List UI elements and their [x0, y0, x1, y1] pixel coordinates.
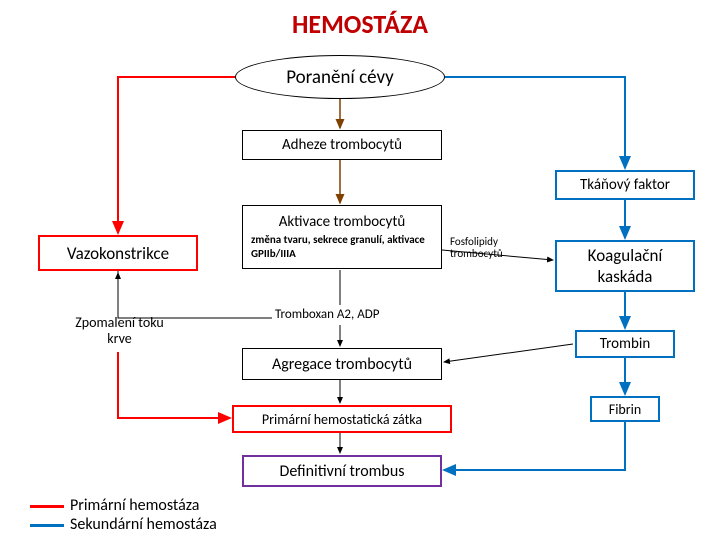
title-text: HEMOSTÁZA: [292, 8, 428, 40]
node-thrombin: Trombin: [575, 330, 675, 358]
node-activation: Aktivace trombocytů změna tvaru, sekrece…: [242, 205, 442, 269]
legend: Primární hemostáza Sekundární hemostáza: [30, 496, 217, 534]
node-vasoconstriction: Vazokonstrikce: [38, 235, 198, 271]
node-fibrin: Fibrin: [590, 396, 660, 422]
node-adhesion: Adheze trombocytů: [242, 130, 442, 160]
activation-subtext: změna tvaru, sekrece granulí, aktivace G…: [251, 231, 433, 259]
node-definitive: Definitivní trombus: [242, 455, 442, 487]
legend-secondary-swatch: [30, 524, 64, 527]
node-cascade: Koagulační kaskáda: [555, 240, 695, 292]
label-phospholipids: Fosfolipidy trombocytů: [450, 236, 545, 260]
label-slowing: Zpomalení toku krve: [72, 315, 167, 347]
legend-secondary: Sekundární hemostáza: [30, 515, 217, 534]
legend-primary: Primární hemostáza: [30, 496, 217, 515]
node-aggregation: Agregace trombocytů: [242, 348, 442, 380]
node-injury: Poranění cévy: [235, 55, 445, 99]
diagram-title: HEMOSTÁZA: [0, 8, 720, 40]
label-txa: Tromboxan A2, ADP: [275, 307, 379, 322]
node-primary-plug: Primární hemostatická zátka: [232, 405, 452, 433]
node-tissue-factor: Tkáňový faktor: [555, 170, 695, 200]
legend-primary-swatch: [30, 505, 64, 508]
